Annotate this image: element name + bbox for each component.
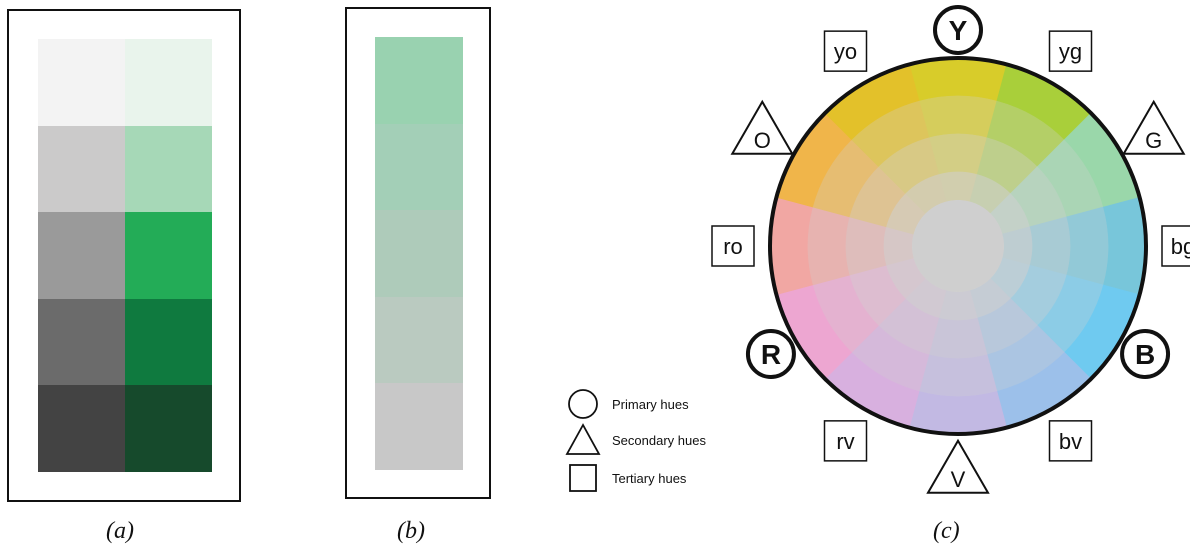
tint-swatch xyxy=(375,37,463,125)
hue-segment-Y xyxy=(908,57,1008,102)
hue-segment-V xyxy=(928,317,988,359)
hue-marker-V: V xyxy=(926,438,990,494)
wheel-center xyxy=(912,200,1004,292)
secondary-triangle-icon xyxy=(1121,99,1186,155)
hue-segment-ro xyxy=(845,216,887,276)
tint-swatch xyxy=(375,383,463,471)
caption-a: (a) xyxy=(106,518,134,544)
gray-swatch xyxy=(38,212,125,300)
gray-swatch xyxy=(38,298,125,386)
hue-label-text: O xyxy=(754,128,771,153)
primary-circle-icon xyxy=(745,329,796,379)
legend-tertiary-label: Tertiary hues xyxy=(612,471,687,486)
hue-segment-bg xyxy=(1065,206,1109,286)
tertiary-square-icon xyxy=(1048,30,1093,72)
gray-swatch xyxy=(38,385,125,473)
hue-marker-rv: rv xyxy=(823,420,868,462)
hue-label-text: yg xyxy=(1059,39,1082,64)
green-swatch xyxy=(125,212,212,300)
wheel-outline xyxy=(768,56,1148,436)
green-swatch xyxy=(125,39,212,127)
tertiary-square-icon xyxy=(1161,225,1190,267)
tint-swatch xyxy=(375,210,463,298)
primary-circle-icon xyxy=(1120,329,1171,379)
primary-circle-icon xyxy=(933,5,983,55)
hue-marker-R: R xyxy=(745,329,796,379)
hue-label-text: V xyxy=(951,467,966,492)
green-swatch xyxy=(125,385,212,473)
hue-marker-yo: yo xyxy=(823,30,868,72)
green-swatch xyxy=(125,298,212,386)
gray-swatch xyxy=(38,125,125,213)
hue-marker-B: B xyxy=(1120,329,1171,379)
hue-segment-ro xyxy=(769,196,814,296)
hue-label-text: yo xyxy=(834,39,857,64)
secondary-triangle-icon xyxy=(926,438,990,494)
tertiary-square-icon xyxy=(823,30,868,72)
hue-label-text: Y xyxy=(949,15,968,46)
tint-swatch xyxy=(375,296,463,384)
secondary-triangle-icon xyxy=(730,99,795,155)
hue-segment-V xyxy=(908,390,1008,435)
tertiary-square-icon xyxy=(823,420,868,462)
gray-swatch xyxy=(38,39,125,127)
tint-swatch xyxy=(375,123,463,211)
hue-marker-O: O xyxy=(730,99,795,155)
hue-label-text: bv xyxy=(1059,429,1082,454)
hue-segment-V xyxy=(918,353,998,397)
tertiary-square-icon xyxy=(1048,420,1093,462)
hue-label-text: R xyxy=(761,339,781,370)
hue-marker-bv: bv xyxy=(1048,420,1093,462)
legend-square-icon xyxy=(569,464,597,492)
tertiary-square-icon xyxy=(711,225,755,267)
hue-label-text: bg xyxy=(1171,234,1190,259)
hue-segment-bg xyxy=(1029,216,1071,276)
hue-label-text: ro xyxy=(723,234,743,259)
hue-label-text: G xyxy=(1145,128,1162,153)
legend-secondary-label: Secondary hues xyxy=(612,433,706,448)
green-swatch xyxy=(125,125,212,213)
hue-marker-G: G xyxy=(1121,99,1186,155)
hue-segment-bg xyxy=(1102,196,1147,296)
hue-marker-Y: Y xyxy=(933,5,983,55)
hue-label-text: B xyxy=(1135,339,1155,370)
hue-marker-bg: bg xyxy=(1161,225,1190,267)
hue-segment-ro xyxy=(807,206,851,286)
caption-b: (b) xyxy=(397,518,425,544)
hue-segment-Y xyxy=(928,133,988,175)
hue-segment-Y xyxy=(918,95,998,139)
hue-marker-yg: yg xyxy=(1048,30,1093,72)
legend-triangle-icon xyxy=(565,423,601,455)
caption-c: (c) xyxy=(933,518,960,544)
legend-circle-icon xyxy=(568,389,598,419)
hue-marker-ro: ro xyxy=(711,225,755,267)
hue-label-text: rv xyxy=(836,429,854,454)
legend-primary-label: Primary hues xyxy=(612,397,689,412)
